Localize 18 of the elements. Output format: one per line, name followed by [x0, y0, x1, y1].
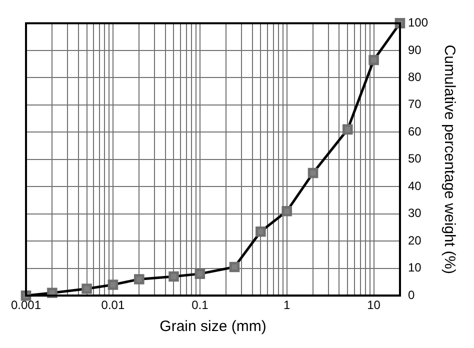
- x-tick-label: 10: [367, 298, 381, 312]
- y-tick-label: 60: [408, 124, 422, 138]
- y-tick-label: 80: [408, 70, 422, 84]
- y-axis-title: Cumulative percentage weight (%): [440, 44, 458, 274]
- x-axis-title: Grain size (mm): [160, 318, 266, 336]
- y-tick-label: 10: [408, 260, 422, 275]
- y-tick-label: 30: [408, 206, 422, 220]
- y-tick-label: 20: [408, 233, 422, 248]
- y-tick-label: 70: [408, 97, 422, 112]
- x-tick-label: 0.01: [101, 298, 125, 312]
- y-tick-label: 0: [408, 288, 415, 302]
- y-tick-label: 100: [408, 16, 428, 30]
- x-tick-label: 0.001: [11, 298, 42, 312]
- y-tick-label: 50: [408, 152, 422, 166]
- x-tick-label: 1: [284, 298, 291, 312]
- y-tick-label: 40: [408, 178, 422, 193]
- x-tick-label: 0.1: [192, 298, 209, 312]
- y-tick-label: 90: [408, 42, 422, 57]
